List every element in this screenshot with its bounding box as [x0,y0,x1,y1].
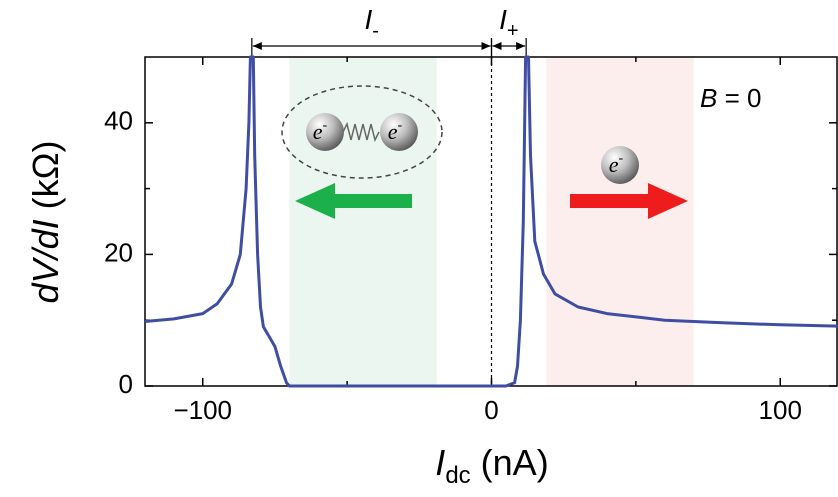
electron-sup: - [619,151,624,166]
x-label-symbol: I [435,442,445,483]
x-tick-label: 100 [759,395,802,425]
y-tick-label: 0 [119,369,133,399]
electron-base: e [609,152,619,177]
span-arrowhead [492,42,526,50]
red-arrow [570,183,688,219]
span-symbol: I [364,4,372,35]
electron-label: e- [609,151,624,177]
y-label-symbol: dV/dI [25,219,66,303]
line [144,55,838,388]
x-label-unit: (nA) [471,442,549,483]
region [289,57,437,386]
green-arrow [295,183,412,219]
electron-label: e- [388,118,403,144]
y-axis-label: dV/dI (kΩ) [25,141,66,304]
span-sub: - [372,20,379,42]
electron-label: e- [313,118,328,144]
spring [342,121,380,143]
field-symbol: B [700,83,717,113]
electron-base: e [313,119,323,144]
electron-base: e [388,119,398,144]
y-tick-label: 20 [104,237,133,267]
field-label: B = 0 [700,83,761,113]
x-label-sub: dc [445,462,470,489]
electron [306,113,344,151]
region [546,57,694,386]
electron [380,113,418,151]
x-tick-label: −100 [173,395,232,425]
electron-sup: - [323,118,328,133]
electron [601,146,639,184]
span-label: I- [364,4,378,42]
y-label-unit: (kΩ) [25,141,66,220]
span-label: I+ [499,4,518,42]
span-symbol: I [499,4,507,35]
field-value: = 0 [717,83,761,113]
x-axis-label: Idc (nA) [435,442,548,490]
pair-outline [281,85,443,179]
x-tick-label: 0 [484,395,498,425]
electron-sup: - [398,118,403,133]
y-tick-label: 40 [104,106,133,136]
span-sub: + [507,20,519,42]
